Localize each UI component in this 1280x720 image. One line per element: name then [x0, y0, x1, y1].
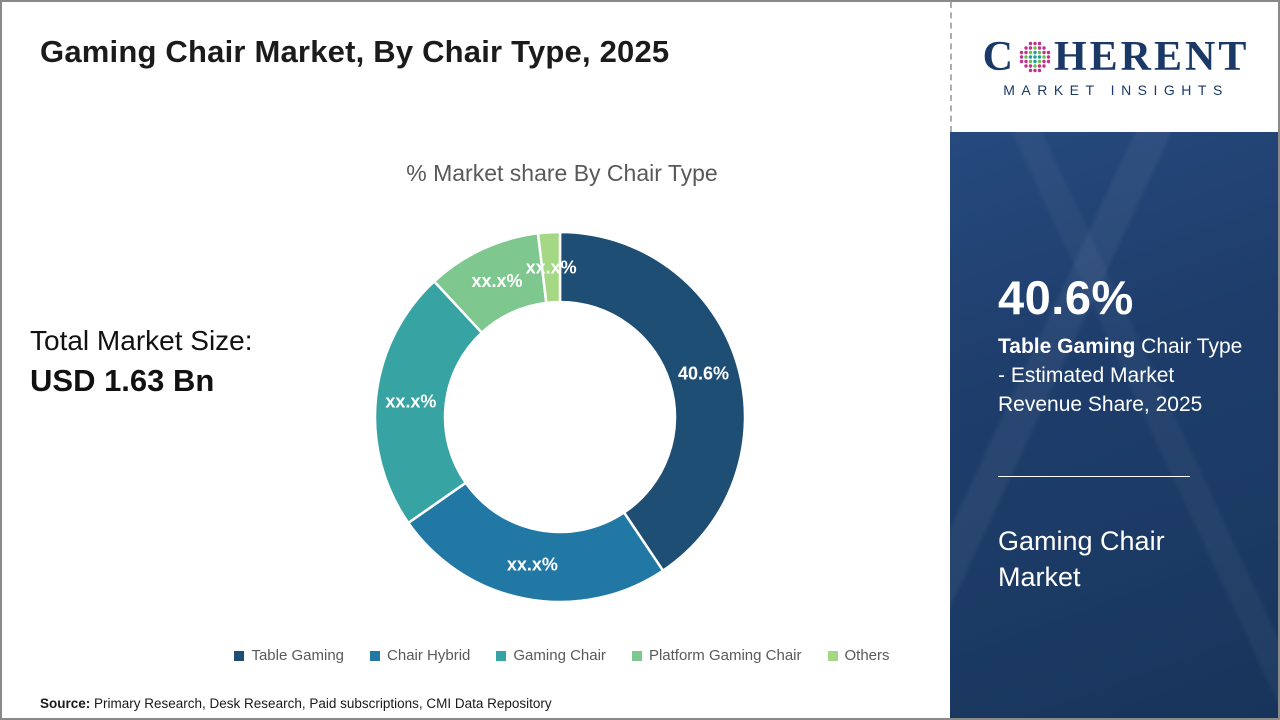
- legend-item-gaming-chair: Gaming Chair: [496, 647, 606, 664]
- globe-dot: [1037, 68, 1042, 73]
- legend-swatch: [631, 650, 642, 661]
- legend-label: Others: [844, 647, 890, 664]
- globe-dot: [1033, 68, 1037, 73]
- sidebar-stat-description: Table Gaming Chair Type - Estimated Mark…: [998, 333, 1250, 420]
- legend-swatch: [234, 650, 245, 661]
- legend-swatch: [496, 650, 507, 661]
- donut-segment-others: [536, 230, 562, 305]
- legend-label: Platform Gaming Chair: [648, 647, 802, 664]
- globe-dot: [1042, 55, 1046, 59]
- globe-dot: [1042, 50, 1046, 55]
- sidebar-stat-value: 40.6%: [998, 271, 1134, 324]
- donut-segment-table-gaming: [558, 230, 747, 572]
- globe-dot: [1042, 46, 1046, 50]
- brand-logo: C HERENT: [983, 36, 1250, 78]
- sidebar-desc-bold: Table Gaming: [998, 335, 1136, 358]
- donut-chart: 40.6% xx.x% xx.x% xx.x% xx.x%: [350, 207, 770, 627]
- globe-dot: [1028, 55, 1033, 59]
- globe-dot: [1033, 59, 1037, 64]
- globe-dot: [1037, 59, 1042, 64]
- legend-item-others: Others: [827, 647, 890, 664]
- globe-dot: [1024, 50, 1028, 55]
- globe-dot: [1028, 41, 1033, 46]
- globe-dot: [1028, 46, 1033, 50]
- globe-dot: [1019, 59, 1024, 64]
- globe-dot: [1033, 50, 1037, 55]
- chart-title: % Market share By Chair Type: [406, 160, 718, 186]
- globe-dot: [1037, 50, 1042, 55]
- globe-dot: [1024, 59, 1028, 64]
- legend-label: Chair Hybrid: [387, 647, 471, 664]
- logo-text-rest: HERENT: [1053, 34, 1250, 80]
- donut-value-label: 40.6%: [678, 364, 729, 384]
- globe-dot: [1028, 50, 1033, 55]
- donut-value-label: xx.x%: [526, 258, 577, 278]
- globe-dot: [1019, 50, 1024, 55]
- globe-dot: [1037, 46, 1042, 50]
- legend-item-table-gaming: Table Gaming: [234, 647, 344, 664]
- right-sidebar: 40.6% Table Gaming Chair Type - Estimate…: [950, 132, 1278, 718]
- sidebar-desc-rest: Chair Type - Estimated Market Revenue Sh…: [998, 335, 1243, 416]
- logo-text-c: C: [982, 34, 1016, 80]
- globe-dot: [1042, 64, 1046, 68]
- globe-dot: [1033, 46, 1037, 50]
- legend-item-platform-gaming-chair: Platform Gaming Chair: [631, 647, 802, 664]
- chart-legend: Table Gaming Chair Hybrid Gaming Chair Plat…: [172, 647, 952, 664]
- total-market-size: Total Market Size: USD 1.63 Bn: [30, 325, 253, 399]
- source-text: Primary Research, Desk Research, Paid su…: [90, 696, 552, 711]
- total-market-value: USD 1.63 Bn: [30, 363, 215, 398]
- source-label: Source:: [40, 696, 91, 711]
- total-market-label: Total Market Size:: [30, 325, 253, 356]
- globe-dot: [1028, 64, 1033, 68]
- source-note: Source: Primary Research, Desk Research,…: [40, 696, 552, 711]
- globe-dot: [1037, 55, 1042, 59]
- globe-dot: [1046, 55, 1051, 59]
- brand-logo-area: C HERENT MARKET INSIGHTS: [950, 2, 1278, 132]
- page-title: Gaming Chair Market, By Chair Type, 2025: [40, 34, 670, 69]
- globe-dot: [1019, 55, 1024, 59]
- globe-dot: [1046, 59, 1051, 64]
- globe-dot: [1033, 55, 1037, 59]
- logo-subtitle: MARKET INSIGHTS: [1003, 82, 1229, 98]
- legend-swatch: [827, 650, 838, 661]
- globe-dot: [1024, 46, 1028, 50]
- donut-value-label: xx.x%: [507, 555, 558, 575]
- legend-label: Table Gaming: [251, 647, 345, 664]
- globe-dot: [1033, 64, 1037, 68]
- legend-swatch: [370, 650, 381, 661]
- globe-dot: [1042, 59, 1046, 64]
- globe-dots-icon: [1019, 41, 1051, 73]
- legend-item-chair-hybrid: Chair Hybrid: [370, 647, 470, 664]
- globe-dot: [1024, 64, 1028, 68]
- donut-value-label: xx.x%: [471, 271, 522, 291]
- globe-dot: [1033, 41, 1037, 46]
- donut-chart-svg: 40.6%xx.x%xx.x%xx.x%xx.x%: [373, 230, 747, 604]
- globe-dot: [1037, 64, 1042, 68]
- sidebar-market-name: Gaming Chair Market: [998, 525, 1165, 593]
- legend-label: Gaming Chair: [513, 647, 606, 664]
- globe-dot: [1024, 55, 1028, 59]
- globe-dot: [1037, 41, 1042, 46]
- sidebar-divider: [998, 475, 1190, 477]
- donut-value-label: xx.x%: [385, 391, 436, 411]
- globe-dot: [1028, 68, 1033, 73]
- globe-dot: [1028, 59, 1033, 64]
- donut-segment-gaming-chair: [373, 280, 484, 525]
- globe-dot: [1046, 50, 1051, 55]
- donut-segment-chair-hybrid: [407, 481, 665, 604]
